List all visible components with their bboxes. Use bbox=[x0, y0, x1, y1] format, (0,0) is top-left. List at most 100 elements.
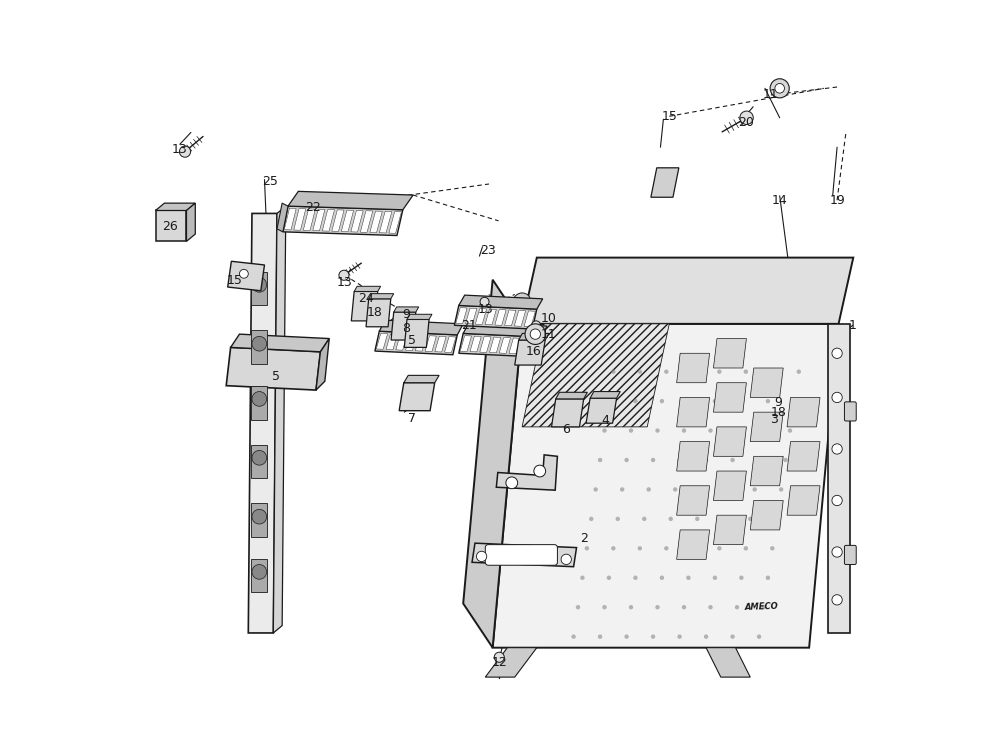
Polygon shape bbox=[399, 383, 435, 411]
Polygon shape bbox=[787, 442, 820, 471]
Circle shape bbox=[642, 517, 646, 521]
Circle shape bbox=[532, 321, 541, 330]
Polygon shape bbox=[706, 648, 750, 677]
Circle shape bbox=[673, 487, 677, 492]
Circle shape bbox=[491, 308, 509, 325]
Polygon shape bbox=[480, 336, 491, 353]
Polygon shape bbox=[456, 308, 467, 324]
Circle shape bbox=[770, 369, 775, 374]
Polygon shape bbox=[490, 337, 501, 353]
Polygon shape bbox=[552, 399, 584, 427]
Circle shape bbox=[633, 576, 638, 580]
Circle shape bbox=[686, 576, 691, 580]
Circle shape bbox=[506, 477, 518, 489]
FancyBboxPatch shape bbox=[844, 545, 856, 565]
Polygon shape bbox=[750, 368, 783, 397]
Circle shape bbox=[775, 517, 779, 521]
Circle shape bbox=[713, 576, 717, 580]
Circle shape bbox=[339, 270, 349, 280]
Circle shape bbox=[739, 399, 744, 403]
Circle shape bbox=[717, 546, 722, 551]
Polygon shape bbox=[316, 339, 329, 390]
Circle shape bbox=[607, 576, 611, 580]
Polygon shape bbox=[485, 648, 537, 677]
Circle shape bbox=[494, 652, 504, 662]
FancyBboxPatch shape bbox=[844, 402, 856, 421]
Circle shape bbox=[713, 399, 717, 403]
Circle shape bbox=[611, 369, 616, 374]
Circle shape bbox=[739, 576, 744, 580]
Circle shape bbox=[252, 509, 267, 524]
Polygon shape bbox=[251, 503, 267, 537]
Circle shape bbox=[655, 428, 660, 433]
Polygon shape bbox=[351, 291, 378, 321]
Circle shape bbox=[766, 576, 770, 580]
Circle shape bbox=[252, 277, 267, 292]
FancyBboxPatch shape bbox=[485, 545, 557, 565]
Polygon shape bbox=[472, 543, 577, 567]
Text: 13: 13 bbox=[477, 302, 493, 316]
Circle shape bbox=[832, 495, 842, 506]
Circle shape bbox=[691, 546, 695, 551]
Text: 18: 18 bbox=[367, 305, 383, 319]
Polygon shape bbox=[435, 336, 446, 352]
Text: 21: 21 bbox=[461, 319, 477, 332]
Circle shape bbox=[629, 605, 633, 609]
Text: 20: 20 bbox=[738, 116, 754, 129]
Polygon shape bbox=[375, 331, 457, 355]
Polygon shape bbox=[496, 455, 557, 490]
Polygon shape bbox=[787, 486, 820, 515]
Polygon shape bbox=[463, 280, 522, 648]
Text: 19: 19 bbox=[829, 194, 845, 207]
Circle shape bbox=[770, 546, 775, 551]
Circle shape bbox=[792, 399, 797, 403]
Circle shape bbox=[669, 517, 673, 521]
Circle shape bbox=[239, 269, 248, 278]
Text: 24: 24 bbox=[358, 292, 374, 305]
Polygon shape bbox=[389, 212, 401, 233]
Text: 9: 9 bbox=[402, 308, 410, 321]
Polygon shape bbox=[460, 336, 471, 352]
Polygon shape bbox=[294, 208, 306, 230]
Text: 15: 15 bbox=[661, 110, 677, 123]
Polygon shape bbox=[459, 333, 541, 357]
Polygon shape bbox=[445, 336, 456, 353]
Circle shape bbox=[252, 565, 267, 579]
Polygon shape bbox=[369, 294, 394, 299]
Polygon shape bbox=[677, 397, 710, 427]
Text: 11: 11 bbox=[763, 88, 779, 102]
Circle shape bbox=[832, 547, 842, 557]
Polygon shape bbox=[713, 427, 746, 456]
Polygon shape bbox=[713, 339, 746, 368]
Polygon shape bbox=[288, 191, 413, 210]
Circle shape bbox=[775, 84, 784, 93]
Polygon shape bbox=[313, 209, 325, 231]
Circle shape bbox=[779, 487, 783, 492]
Circle shape bbox=[832, 595, 842, 605]
Polygon shape bbox=[396, 334, 407, 350]
Polygon shape bbox=[341, 210, 354, 232]
Polygon shape bbox=[379, 211, 392, 233]
Circle shape bbox=[576, 605, 580, 609]
Circle shape bbox=[704, 634, 708, 639]
Circle shape bbox=[664, 546, 669, 551]
Circle shape bbox=[770, 79, 789, 98]
Text: 18: 18 bbox=[770, 406, 786, 419]
Polygon shape bbox=[354, 286, 381, 291]
Polygon shape bbox=[519, 339, 530, 354]
Circle shape bbox=[571, 634, 576, 639]
Polygon shape bbox=[251, 445, 267, 478]
Polygon shape bbox=[303, 209, 315, 230]
Polygon shape bbox=[366, 299, 391, 327]
Polygon shape bbox=[277, 203, 288, 232]
Circle shape bbox=[624, 634, 629, 639]
Circle shape bbox=[651, 458, 655, 462]
Text: 16: 16 bbox=[526, 345, 542, 358]
Polygon shape bbox=[284, 208, 296, 230]
Polygon shape bbox=[495, 310, 506, 325]
Polygon shape bbox=[273, 206, 286, 633]
Polygon shape bbox=[787, 397, 820, 427]
Circle shape bbox=[585, 546, 589, 551]
Circle shape bbox=[646, 487, 651, 492]
Polygon shape bbox=[231, 334, 329, 352]
